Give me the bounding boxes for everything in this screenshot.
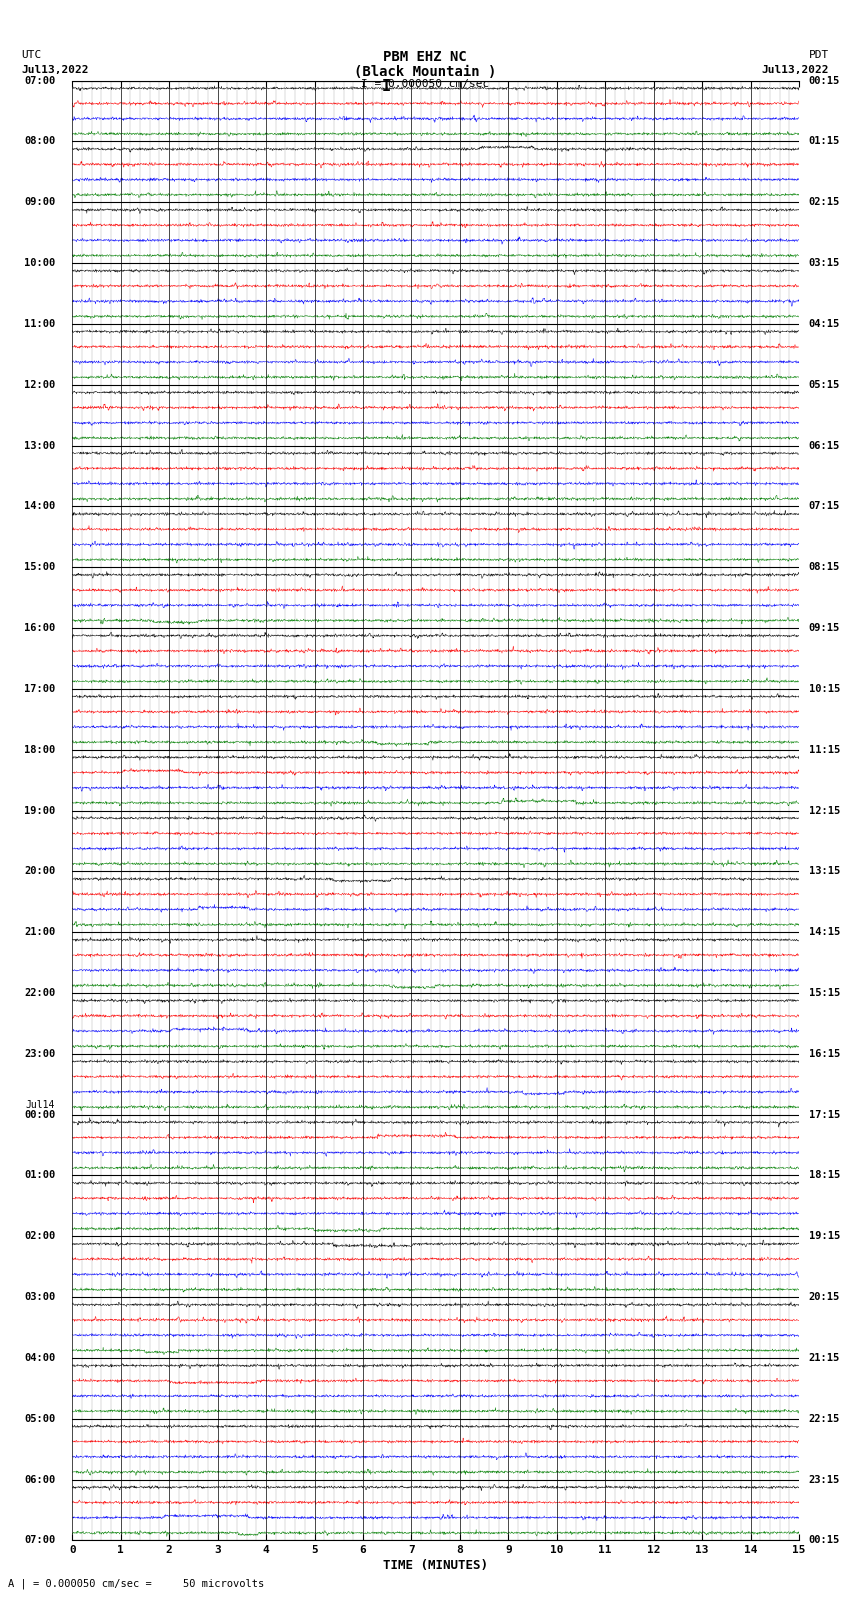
- Text: 17:15: 17:15: [808, 1110, 840, 1119]
- X-axis label: TIME (MINUTES): TIME (MINUTES): [383, 1560, 488, 1573]
- Text: 00:00: 00:00: [24, 1110, 55, 1119]
- Text: 04:00: 04:00: [24, 1353, 55, 1363]
- Text: Jul14: Jul14: [26, 1100, 55, 1110]
- Text: 16:00: 16:00: [24, 623, 55, 632]
- Text: 08:00: 08:00: [24, 137, 55, 147]
- Text: PDT: PDT: [808, 50, 829, 60]
- Text: 06:00: 06:00: [24, 1474, 55, 1484]
- Text: 03:00: 03:00: [24, 1292, 55, 1302]
- Text: 09:00: 09:00: [24, 197, 55, 208]
- Text: 21:15: 21:15: [808, 1353, 840, 1363]
- Text: 04:15: 04:15: [808, 319, 840, 329]
- Text: PBM EHZ NC: PBM EHZ NC: [383, 50, 467, 65]
- Text: 22:15: 22:15: [808, 1413, 840, 1424]
- Text: 14:00: 14:00: [24, 502, 55, 511]
- Text: 11:15: 11:15: [808, 745, 840, 755]
- Text: Jul13,2022: Jul13,2022: [762, 65, 829, 74]
- Text: (Black Mountain ): (Black Mountain ): [354, 65, 496, 79]
- Text: 22:00: 22:00: [24, 989, 55, 998]
- Text: 09:15: 09:15: [808, 623, 840, 632]
- Text: I = 0.000050 cm/sec: I = 0.000050 cm/sec: [361, 79, 489, 89]
- Text: 10:15: 10:15: [808, 684, 840, 694]
- Text: 18:00: 18:00: [24, 745, 55, 755]
- Text: 00:15: 00:15: [808, 76, 840, 85]
- Text: 20:00: 20:00: [24, 866, 55, 876]
- Text: 20:15: 20:15: [808, 1292, 840, 1302]
- Text: 18:15: 18:15: [808, 1171, 840, 1181]
- Text: 05:00: 05:00: [24, 1413, 55, 1424]
- Text: 10:00: 10:00: [24, 258, 55, 268]
- Text: 11:00: 11:00: [24, 319, 55, 329]
- Text: 00:15: 00:15: [808, 1536, 840, 1545]
- Text: 23:15: 23:15: [808, 1474, 840, 1484]
- Text: 06:15: 06:15: [808, 440, 840, 450]
- Text: 21:00: 21:00: [24, 927, 55, 937]
- Text: 17:00: 17:00: [24, 684, 55, 694]
- Text: 08:15: 08:15: [808, 563, 840, 573]
- Text: Jul13,2022: Jul13,2022: [21, 65, 88, 74]
- Text: 07:00: 07:00: [24, 76, 55, 85]
- Text: 07:00: 07:00: [24, 1536, 55, 1545]
- Text: 13:00: 13:00: [24, 440, 55, 450]
- Text: 19:00: 19:00: [24, 805, 55, 816]
- Text: 01:15: 01:15: [808, 137, 840, 147]
- Text: 14:15: 14:15: [808, 927, 840, 937]
- Text: 23:00: 23:00: [24, 1048, 55, 1058]
- Text: 15:15: 15:15: [808, 989, 840, 998]
- Text: 13:15: 13:15: [808, 866, 840, 876]
- Text: 12:15: 12:15: [808, 805, 840, 816]
- Text: UTC: UTC: [21, 50, 42, 60]
- Text: 03:15: 03:15: [808, 258, 840, 268]
- Text: 02:00: 02:00: [24, 1231, 55, 1242]
- Text: 07:15: 07:15: [808, 502, 840, 511]
- Text: 15:00: 15:00: [24, 563, 55, 573]
- Text: I: I: [382, 79, 391, 94]
- Text: 02:15: 02:15: [808, 197, 840, 208]
- Text: 19:15: 19:15: [808, 1231, 840, 1242]
- Text: 12:00: 12:00: [24, 379, 55, 390]
- Text: 01:00: 01:00: [24, 1171, 55, 1181]
- Text: 16:15: 16:15: [808, 1048, 840, 1058]
- Text: A | = 0.000050 cm/sec =     50 microvolts: A | = 0.000050 cm/sec = 50 microvolts: [8, 1578, 264, 1589]
- Text: 05:15: 05:15: [808, 379, 840, 390]
